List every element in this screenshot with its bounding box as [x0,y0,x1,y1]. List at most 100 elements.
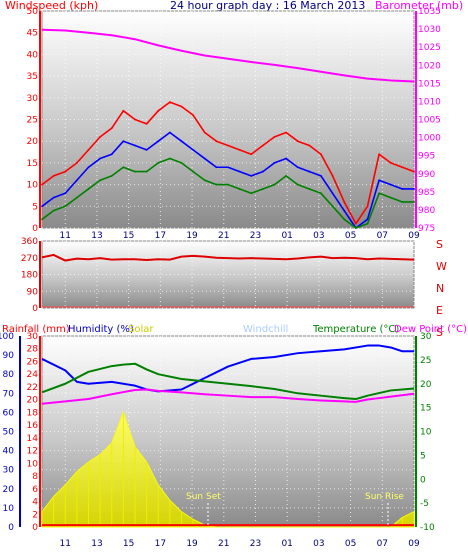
series-point-average [87,166,90,169]
wind-y-tick-label: 45 [27,29,38,39]
x-tick-label: 17 [155,231,166,241]
wind-y-tick-label: 5 [32,202,38,212]
humidity-y-tick-label: 80 [3,370,15,380]
rain-y-tick-label: 26 [27,357,39,367]
series-point-average [331,192,334,195]
wind-y-tick-label: 20 [27,137,39,147]
series-point-gust [378,153,381,156]
x-tick-label: 13 [91,231,102,241]
series-point-minimum [52,209,55,212]
direction-y-tick-label: 0 [32,304,38,314]
rain-y-tick-label: 28 [27,345,39,355]
baro-y-tick-label: 985 [418,188,435,198]
rain-y-tick-label: 8 [32,472,38,482]
wind-y-tick-label: 10 [27,181,39,191]
x-tick-label: 21 [218,539,229,549]
series-point-average [145,148,148,151]
rain-y-tick-label: 14 [27,434,39,444]
series-point-minimum [145,170,148,173]
series-point-average [110,153,113,156]
rainfall-label: Rainfall (mm) [2,324,70,335]
series-point-minimum [203,179,206,182]
series-point-minimum [99,179,102,182]
humidity-y-tick-label: 50 [3,428,15,438]
series-point-minimum [261,188,264,190]
rain-y-tick-label: 16 [27,421,39,431]
temp-y-tick-label: 30 [420,332,432,342]
wind-y-tick-label: 0 [32,224,38,234]
rain-y-tick-label: 0 [32,523,38,533]
x-tick-label: 01 [281,231,292,241]
series-point-gust [122,109,125,112]
series-point-gust [192,114,195,117]
series-point-gust [99,135,102,138]
series-point-minimum [285,175,288,177]
baro-y-tick-label: 995 [418,152,435,162]
humidity-y-tick-label: 100 [0,332,14,342]
rain-y-tick-label: 6 [32,485,38,495]
x-tick-label: 15 [123,231,134,241]
windspeed-title: Windspeed (kph) [5,0,98,12]
series-point-minimum [41,218,43,221]
series-point-gust [64,170,67,173]
series-point-average [401,188,404,190]
series-line-direction [41,253,415,262]
humidity-y-tick-label: 90 [3,351,15,361]
series-point-minimum [389,196,392,199]
temp-y-tick-label: 15 [420,404,431,414]
compass-label: E [436,304,443,317]
baro-y-tick-label: 1030 [418,25,441,35]
series-point-gust [215,140,218,143]
series-point-average [75,179,78,182]
series-point-minimum [378,192,381,195]
x-tick-label: 23 [250,539,261,549]
x-tick-label: 21 [218,231,229,241]
series-point-minimum [134,170,136,173]
series-line-temperature [41,362,415,401]
series-point-gust [41,183,43,186]
windchill-label: Windchill [243,324,288,335]
series-point-average [308,170,311,173]
series-point-minimum [308,188,311,190]
x-tick-label: 09 [408,231,420,241]
x-tick-label: 11 [60,231,71,241]
temp-y-tick-label: -10 [420,523,435,533]
dewpoint-label: Dew Point (°C) [394,324,467,335]
wind-y-tick-label: 25 [27,116,38,126]
series-point-average [134,144,136,147]
series-point-average [389,183,392,186]
series-point-average [413,188,415,190]
series-point-gust [401,166,404,169]
x-tick-label: 07 [377,539,388,549]
temp-y-tick-label: -5 [420,499,429,509]
series-point-gust [320,153,322,156]
series-point-minimum [157,162,160,164]
compass-label: S [436,326,443,339]
series-point-minimum [320,192,322,195]
series-point-minimum [168,157,171,160]
series-point-gust [157,109,160,112]
humidity-y-tick-label: 0 [8,523,14,533]
wind-y-tick-label: 15 [27,159,38,169]
series-point-gust [261,144,264,147]
x-tick-label: 19 [186,539,198,549]
series-point-minimum [64,205,67,208]
rain-y-tick-label: 22 [27,383,38,393]
rain-y-tick-label: 10 [27,459,39,469]
direction-y-tick-label: 180 [21,271,38,281]
series-point-average [227,166,229,169]
baro-y-tick-label: 1025 [418,43,441,53]
x-tick-label: 03 [313,231,324,241]
solar-label: Solar [128,324,154,335]
baro-y-tick-label: 975 [418,224,435,234]
direction-y-tick-label: 360 [21,237,38,247]
series-point-average [122,140,125,143]
series-point-minimum [343,218,346,221]
series-point-average [157,140,160,143]
series-point-average [215,166,218,169]
wind-y-tick-label: 35 [27,72,38,82]
x-tick-label: 13 [91,539,102,549]
series-point-gust [134,118,136,121]
x-tick-label: 17 [155,539,166,549]
x-tick-label: 09 [408,539,420,549]
